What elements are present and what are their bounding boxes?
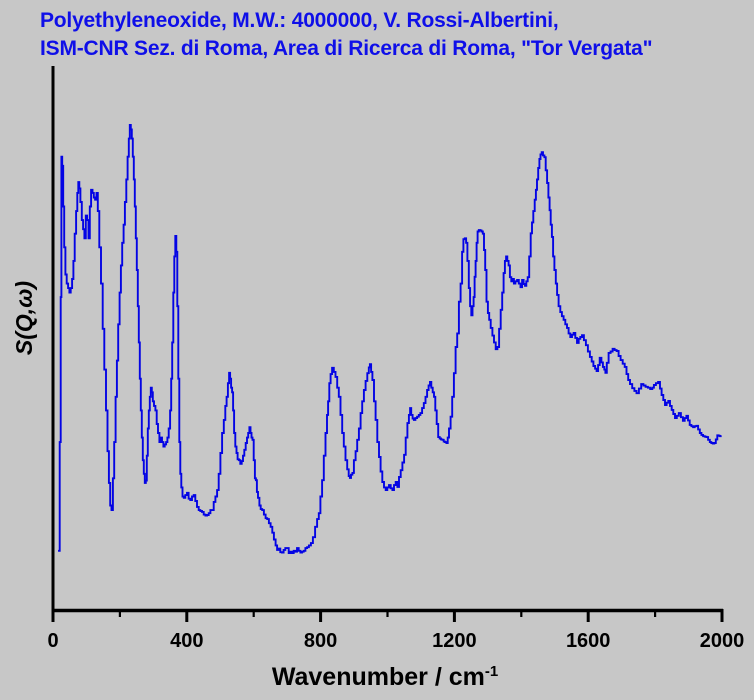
chart-title-line2: ISM-CNR Sez. di Roma, Area di Ricerca di… (40, 37, 653, 60)
x-axis-label-text: Wavenumber / cm (271, 663, 485, 691)
axes (51, 66, 724, 622)
x-tick-label-1600: 1600 (566, 630, 611, 652)
x-tick-labels: 0 400 800 1200 1600 2000 (47, 630, 744, 652)
x-tick-label-400: 400 (170, 630, 203, 652)
chart-title-line1: Polyethyleneoxide, M.W.: 4000000, V. Ros… (40, 9, 559, 32)
x-tick-label-800: 800 (304, 630, 337, 652)
spectrum-curve (58, 124, 722, 555)
x-tick-label-1200: 1200 (432, 630, 477, 652)
x-axis-label: Wavenumber / cm-1 (235, 656, 535, 693)
x-axis-label-exponent: -1 (484, 663, 499, 680)
chart-title: Polyethyleneoxide, M.W.: 4000000, V. Ros… (40, 7, 653, 63)
x-tick-label-2000: 2000 (700, 630, 745, 652)
x-tick-label-0: 0 (47, 630, 58, 652)
